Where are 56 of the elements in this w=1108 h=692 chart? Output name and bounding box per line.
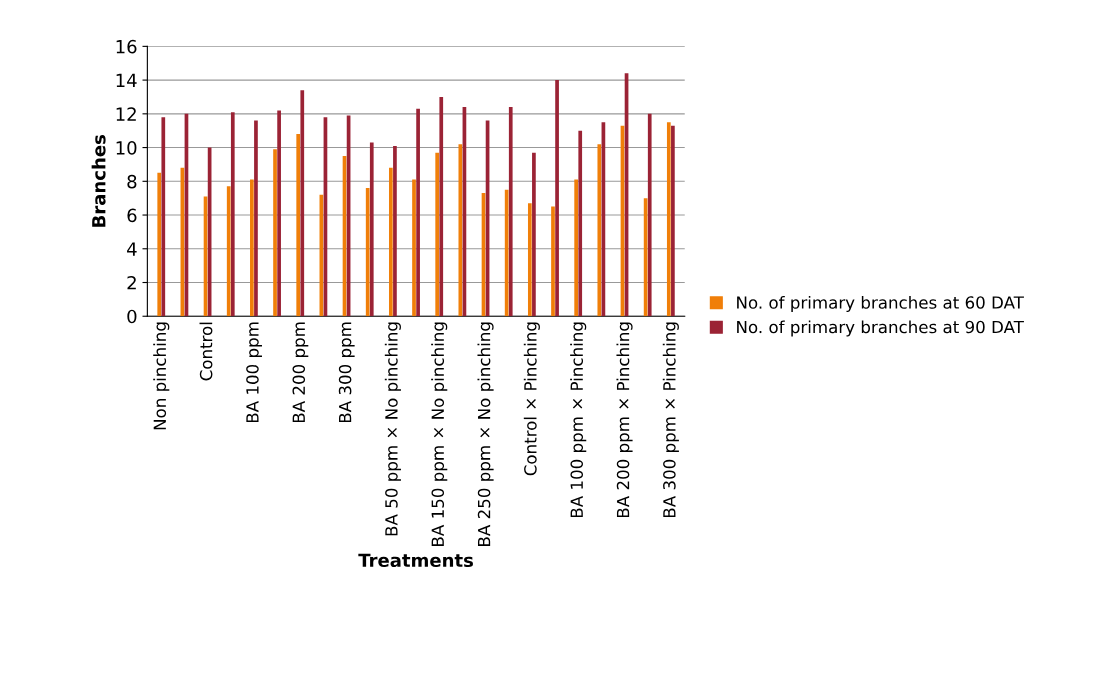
bar: [277, 110, 281, 317]
bar: [300, 90, 305, 317]
bar: [369, 142, 374, 317]
bar: [273, 149, 277, 317]
x-tick-label: Non pinching: [153, 322, 170, 430]
y-tick-label: 10: [116, 141, 137, 155]
legend-label: No. of primary branches at 60 DAT: [737, 295, 1024, 313]
bar: [458, 144, 463, 317]
bar: [435, 152, 440, 317]
x-tick-label: BA 300 ppm: [338, 322, 355, 423]
bar: [671, 125, 675, 317]
bar: [508, 107, 513, 317]
bar: [226, 186, 231, 317]
bar: [416, 108, 420, 317]
bar: [555, 80, 559, 317]
bar: [574, 179, 579, 317]
x-axis-title: Treatments: [358, 553, 473, 568]
bar: [527, 203, 532, 317]
x-tick-label: Control: [199, 322, 213, 381]
bar: [389, 167, 393, 317]
bar: [393, 145, 397, 317]
x-tick-label: BA 100 ppm × Pinching: [570, 322, 587, 518]
x-tick-label: BA 100 ppm: [246, 322, 262, 423]
bar: [412, 179, 416, 317]
bar: [504, 189, 509, 317]
x-tick-label: BA 250 ppm × No pinching: [477, 322, 494, 546]
y-tick-label: 14: [116, 73, 137, 87]
bar: [250, 179, 254, 317]
x-tick-label: BA 200 ppm × Pinching: [616, 322, 633, 518]
bar: [161, 117, 166, 317]
bar: [647, 113, 652, 317]
x-tick-label: BA 300 ppm × Pinching: [662, 322, 679, 518]
y-tick-label: 4: [127, 242, 137, 256]
bar: [551, 206, 555, 317]
x-tick-label: Control × Pinching: [523, 322, 540, 476]
bar: [157, 172, 162, 317]
x-tick-label: BA 200 ppm: [292, 322, 309, 423]
bar: [532, 152, 536, 317]
bar: [666, 122, 671, 317]
bar: [578, 130, 583, 317]
bar: [439, 96, 444, 317]
y-tick-label: 12: [116, 107, 136, 121]
x-tick-label: BA 150 ppm × No pinching: [431, 322, 448, 546]
bar: [365, 188, 370, 317]
y-tick-label: 6: [127, 208, 137, 223]
x-tick-label: BA 50 ppm × No pinching: [384, 322, 401, 536]
y-tick-label: 0: [127, 309, 137, 324]
y-tick-label: 16: [116, 39, 137, 54]
bar: [230, 112, 235, 317]
bar: [254, 120, 258, 317]
bar: [296, 134, 301, 317]
y-axis-title: Branches: [91, 135, 106, 227]
y-tick-label: 8: [127, 174, 137, 189]
legend-label: No. of primary branches at 90 DAT: [737, 320, 1024, 337]
bar: [597, 144, 602, 317]
y-tick-label: 2: [127, 275, 136, 290]
